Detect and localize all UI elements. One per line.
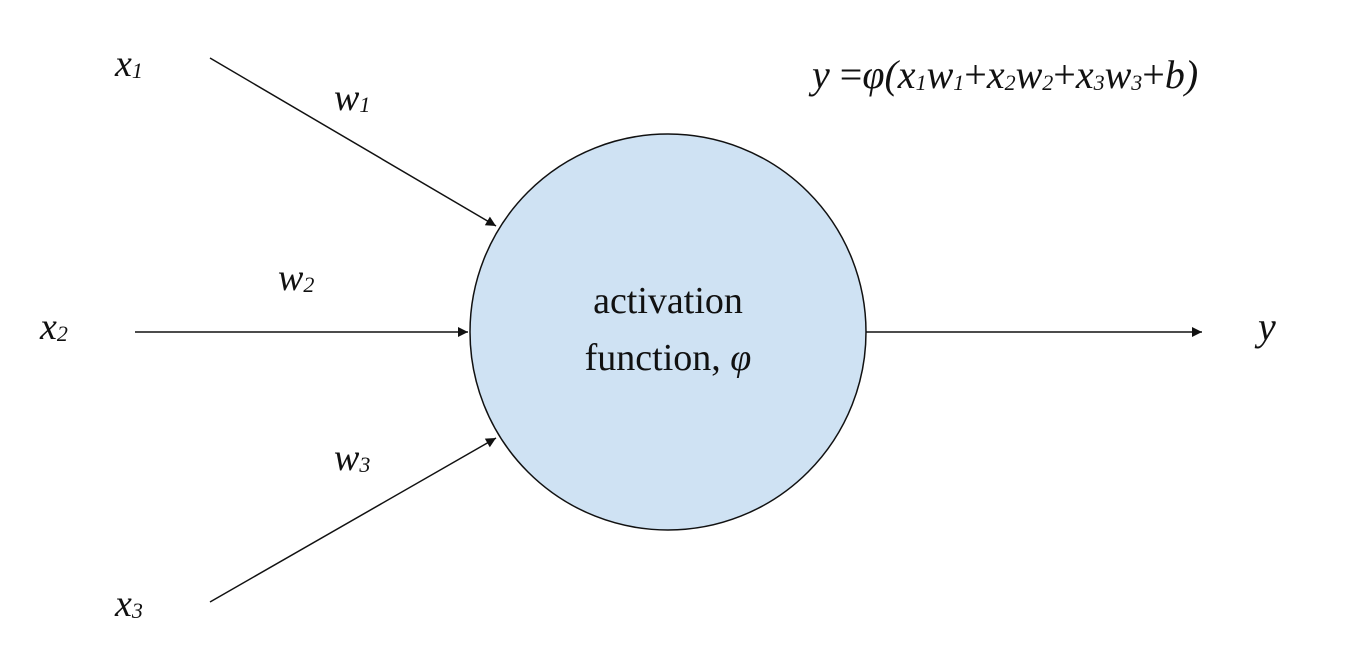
input-label-x3: x3 [114, 583, 143, 625]
weight-label-w1: w1 [334, 77, 370, 119]
weight-label-w2: w2 [278, 257, 314, 299]
equation: y =φ(x1w1+x2w2+x3w3+b) [808, 52, 1198, 97]
input-arrow-x3 [209, 437, 497, 603]
neuron-circle [469, 133, 867, 531]
input-arrow-x1 [209, 57, 497, 227]
input-label-x2: x2 [39, 306, 68, 348]
output-label-y: y [1254, 304, 1276, 349]
neuron-label-line2: function, φ [585, 337, 752, 379]
input-label-x1: x1 [114, 43, 143, 85]
weight-label-w3: w3 [334, 437, 370, 479]
neuron-label-line1: activation [593, 280, 743, 322]
